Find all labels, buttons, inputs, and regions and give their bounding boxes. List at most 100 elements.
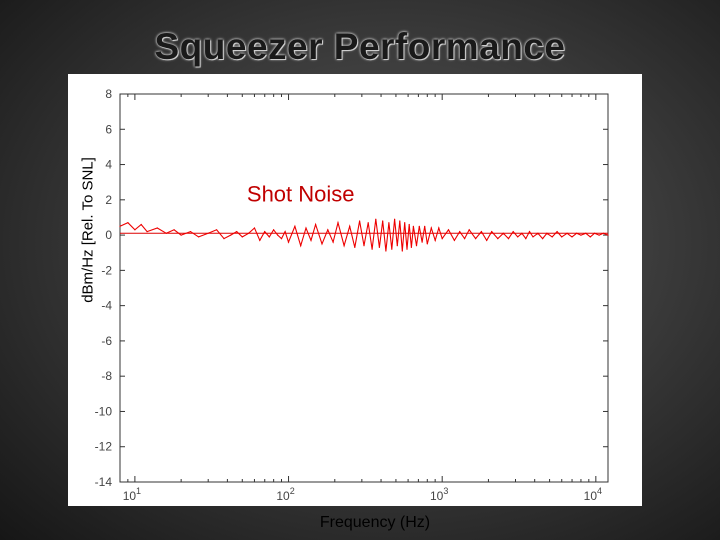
noise-point — [459, 231, 461, 233]
noise-point — [284, 231, 286, 233]
noise-point — [180, 234, 182, 236]
noise-point — [359, 220, 361, 222]
noise-point — [512, 231, 514, 233]
noise-point — [189, 231, 192, 233]
noise-point — [277, 234, 279, 236]
noise-point — [119, 225, 121, 227]
noise-point — [273, 229, 275, 231]
noise-point — [399, 220, 401, 222]
noise-point — [375, 218, 377, 220]
noise-point — [404, 222, 406, 224]
noise-point — [156, 227, 158, 229]
noise-point — [146, 231, 148, 233]
chart-svg: 8 6 4 2 0 -2 -4 -6 -8 -10 -12 -14 101 102 103 104 Shot N… — [95, 87, 609, 503]
y-tick-label: 6 — [105, 122, 112, 136]
noise-point — [349, 225, 351, 227]
noise-point — [385, 250, 387, 252]
y-tick-label: -10 — [95, 404, 113, 418]
noise-point — [589, 236, 591, 238]
noise-point — [165, 232, 167, 234]
noise-point — [551, 236, 553, 238]
noise-point — [134, 229, 136, 231]
noise-point — [571, 236, 573, 238]
noise-point — [287, 241, 290, 243]
noise-point — [253, 227, 256, 229]
noise-point — [434, 239, 436, 241]
noise-point — [517, 236, 519, 238]
noise-point — [598, 234, 600, 236]
noise-point — [424, 225, 426, 227]
noise-point — [305, 227, 307, 229]
noise-point — [528, 231, 531, 233]
noise-point — [412, 225, 414, 227]
noise-point — [371, 248, 373, 250]
noise-point — [453, 239, 455, 241]
y-tick-label: 0 — [105, 228, 112, 242]
noise-point — [280, 238, 283, 240]
noise-point — [408, 223, 410, 226]
noise-point — [406, 248, 408, 250]
noise-point — [367, 222, 369, 224]
noise-point — [426, 243, 428, 245]
noise-point — [173, 229, 175, 231]
y-tick-label: 4 — [105, 158, 112, 172]
noise-point — [542, 238, 544, 240]
y-tick-label: 2 — [105, 193, 112, 207]
y-tick-label: -2 — [101, 263, 112, 277]
noise-point — [480, 231, 482, 233]
plot-frame — [119, 93, 609, 483]
noise-point — [294, 225, 296, 227]
chart-panel: 8 6 4 2 0 -2 -4 -6 -8 -10 -12 -14 101 102 103 104 Shot N… — [68, 74, 642, 506]
noise-point — [268, 236, 270, 238]
noise-point — [486, 239, 488, 241]
noise-point — [561, 236, 563, 238]
x-axis-label: Frequency (Hz) — [319, 514, 431, 531]
noise-point — [532, 236, 534, 238]
y-tick-label: -8 — [101, 369, 112, 383]
noise-point — [321, 243, 323, 245]
x-tick-label: 104 — [584, 486, 602, 503]
noise-point — [327, 229, 329, 231]
noise-point — [259, 239, 261, 241]
noise-point — [388, 222, 390, 224]
noise-point — [198, 236, 200, 238]
noise-point — [602, 232, 605, 234]
noise-point — [464, 238, 466, 240]
noise-point — [396, 245, 398, 247]
noise-point — [546, 232, 548, 234]
noise-point — [507, 238, 510, 240]
noise-point — [337, 222, 339, 224]
noise-point — [241, 236, 243, 238]
noise-point — [421, 241, 423, 243]
noise-point — [418, 225, 420, 227]
noise-point — [585, 232, 587, 234]
noise-point — [315, 223, 317, 226]
noise-point — [230, 234, 232, 236]
noise-point — [401, 250, 403, 252]
noise-point — [300, 245, 302, 247]
noise-point — [207, 232, 209, 234]
noise-point — [502, 232, 504, 234]
noise-point — [410, 246, 412, 248]
noise-point — [525, 238, 527, 240]
x-tick-label: 102 — [276, 486, 294, 503]
noise-point — [248, 232, 250, 234]
y-tick-label: 8 — [105, 87, 112, 101]
noise-point — [576, 232, 578, 234]
noise-point — [310, 239, 312, 241]
noise-point — [127, 222, 129, 224]
noise-point — [415, 245, 418, 247]
noise-point — [332, 241, 334, 243]
noise-point — [394, 218, 396, 220]
x-tick-label: 103 — [430, 486, 448, 503]
noise-point — [475, 238, 477, 240]
noise-point — [497, 238, 499, 240]
noise-point — [140, 223, 142, 226]
shot-noise-annotation: Shot Noise — [247, 182, 355, 207]
noise-point — [537, 232, 539, 234]
y-tick-label: -12 — [95, 440, 113, 454]
noise-point — [441, 238, 443, 240]
y-tick-label: -6 — [101, 334, 112, 348]
noise-point — [430, 227, 432, 229]
slide-title: Squeezer Performance — [154, 26, 566, 67]
